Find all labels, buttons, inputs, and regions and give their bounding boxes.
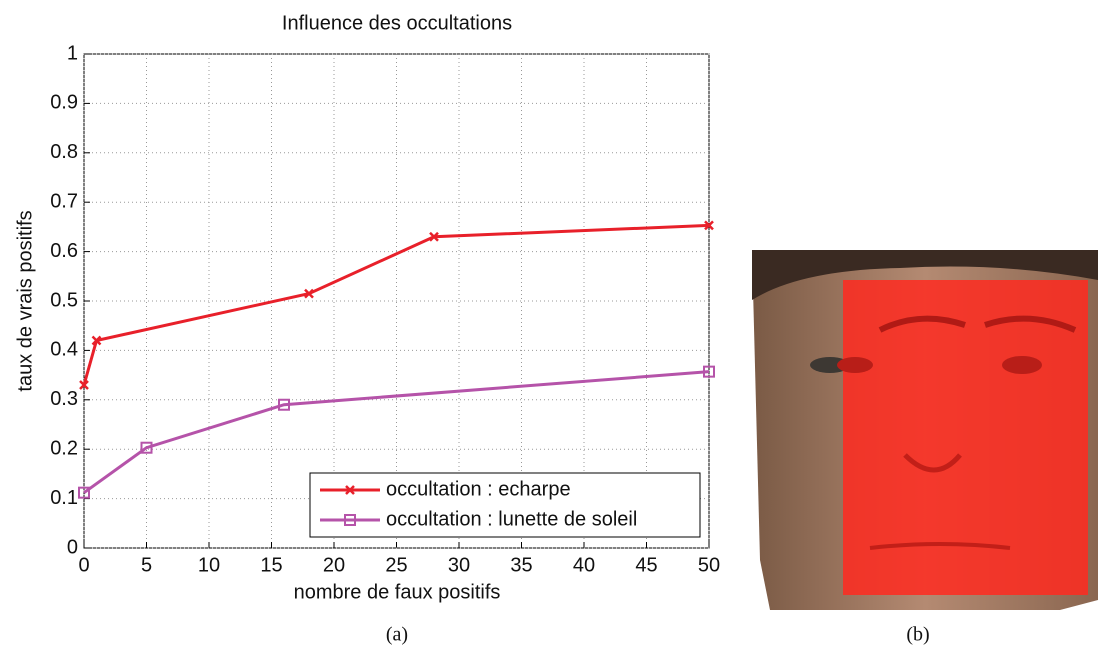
x-tick-label: 5 — [141, 554, 152, 576]
caption: (a) — [386, 624, 408, 646]
x-tick-label: 45 — [635, 554, 657, 576]
x-tick-label: 15 — [260, 554, 282, 576]
y-tick-label: 0.2 — [50, 437, 78, 459]
x-axis-label: nombre de faux positifs — [294, 581, 501, 603]
y-axis-label: taux de vrais positifs — [14, 210, 36, 391]
x-tick-label: 0 — [78, 554, 89, 576]
y-tick-label: 0.7 — [50, 190, 78, 212]
x-tick-label: 35 — [510, 554, 532, 576]
x-tick-label: 10 — [198, 554, 220, 576]
x-tick-label: 50 — [698, 554, 720, 576]
y-tick-label: 1 — [67, 42, 78, 64]
x-tick-label: 20 — [323, 554, 345, 576]
chart-title: Influence des occultations — [282, 12, 512, 34]
x-tick-label: 40 — [573, 554, 595, 576]
y-tick-label: 0.5 — [50, 289, 78, 311]
series-line — [84, 225, 709, 385]
caption: (b) — [906, 624, 929, 646]
y-tick-label: 0.4 — [50, 339, 78, 361]
y-tick-label: 0.8 — [50, 141, 78, 163]
y-tick-label: 0.3 — [50, 388, 78, 410]
face-image — [752, 250, 1098, 610]
legend-label: occultation : lunette de soleil — [386, 508, 637, 530]
legend-label: occultation : echarpe — [386, 478, 571, 500]
y-tick-label: 0 — [67, 536, 78, 558]
y-tick-label: 0.9 — [50, 92, 78, 114]
x-tick-label: 30 — [448, 554, 470, 576]
figure: Influence des occultations nombre de fau… — [0, 0, 1105, 653]
page: Influence des occultations nombre de fau… — [0, 0, 1105, 653]
y-tick-label: 0.1 — [50, 487, 78, 509]
y-tick-label: 0.6 — [50, 240, 78, 262]
x-tick-label: 25 — [385, 554, 407, 576]
